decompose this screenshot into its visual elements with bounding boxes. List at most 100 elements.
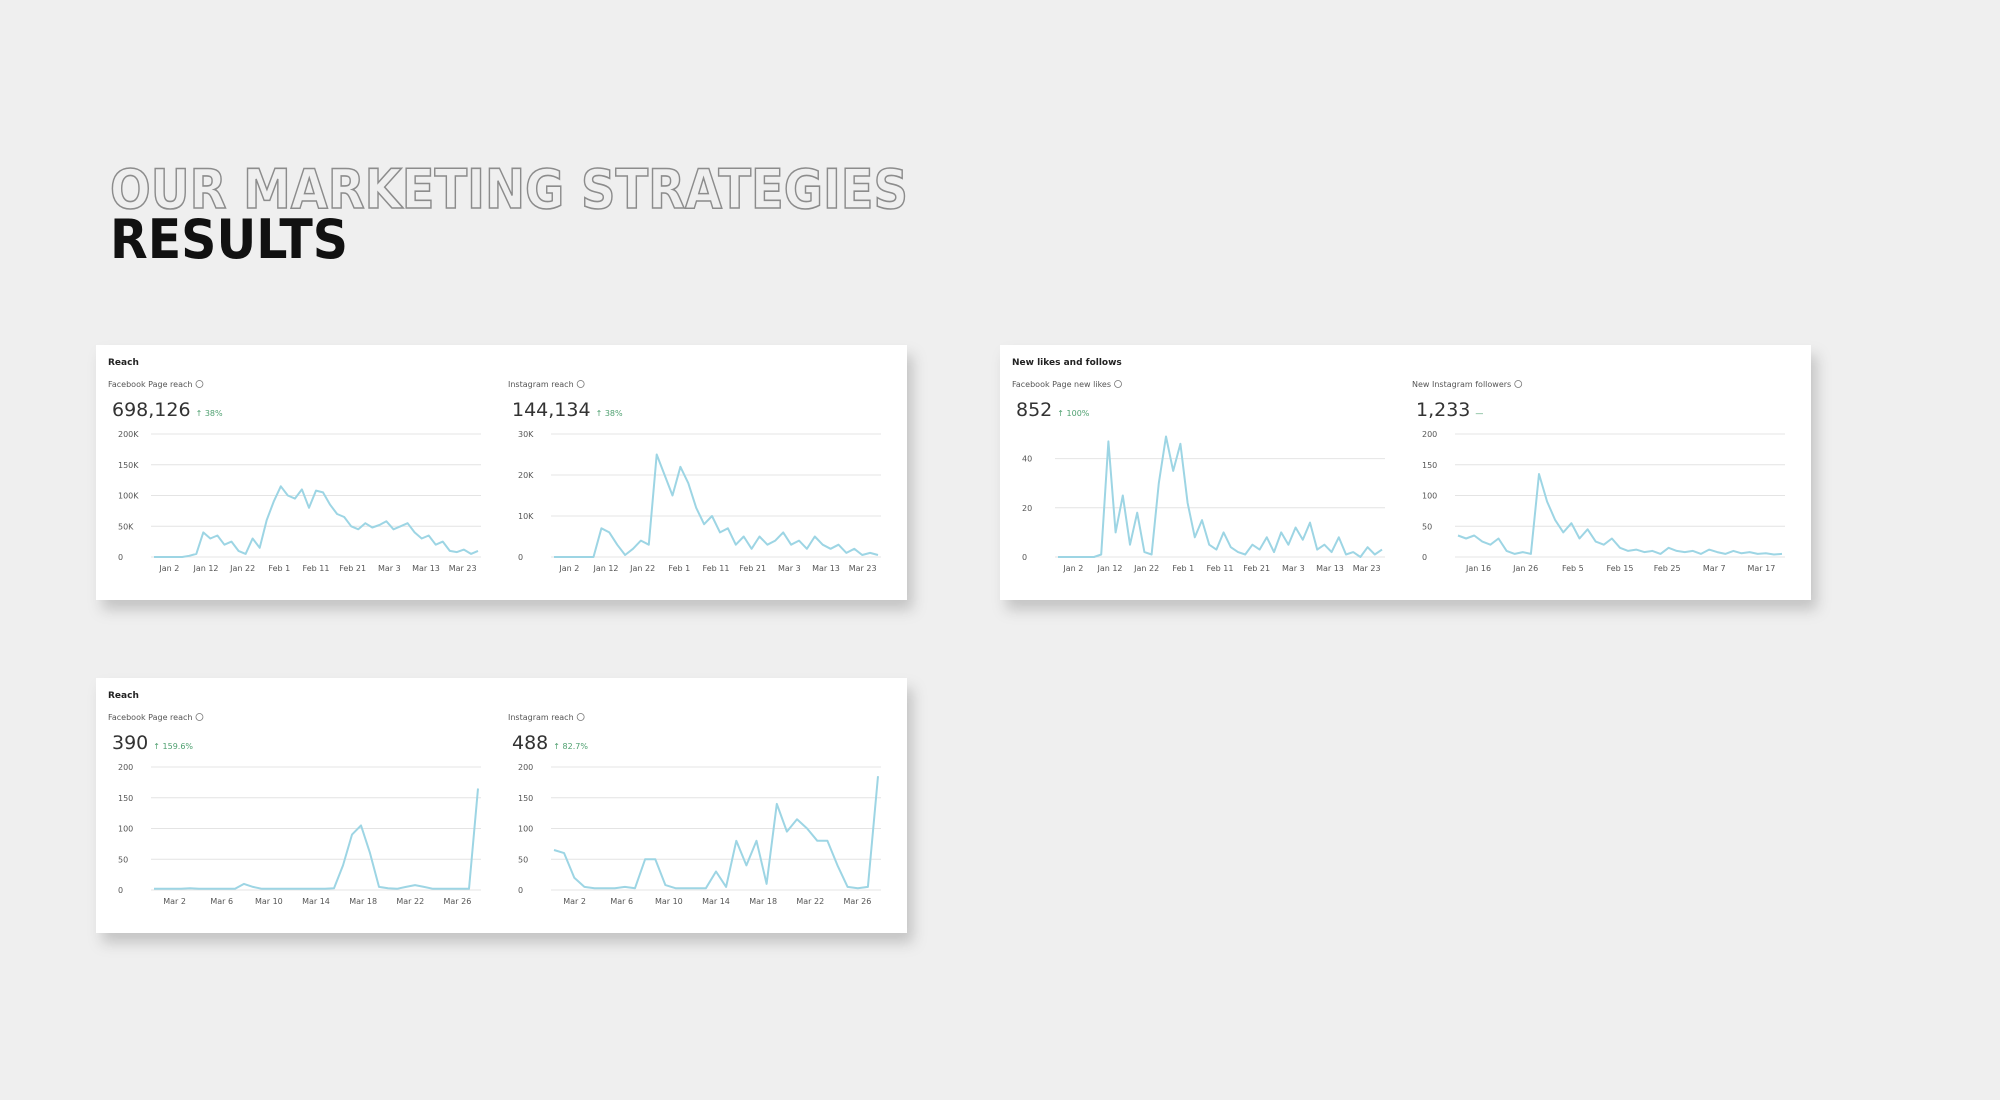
x-tick-label: Jan 12 — [592, 564, 618, 573]
x-tick-label: Mar 10 — [655, 897, 683, 906]
x-tick-label: Mar 18 — [749, 897, 777, 906]
data-line — [154, 485, 479, 558]
chart-total: 698,126 — [112, 399, 191, 421]
data-line — [154, 788, 479, 890]
chart-total: 1,233 — [1416, 399, 1470, 421]
x-tick-label: Mar 3 — [778, 564, 801, 573]
y-tick-label: 100 — [1422, 492, 1437, 501]
chart-change: ↑ 159.6% — [153, 742, 193, 751]
info-icon — [195, 713, 204, 721]
y-tick-label: 50 — [118, 855, 128, 864]
x-tick-label: Feb 1 — [668, 564, 690, 573]
x-tick-label: Jan 16 — [1465, 564, 1491, 573]
y-tick-label: 100K — [118, 492, 139, 501]
x-tick-label: Feb 11 — [303, 564, 330, 573]
x-tick-label: Mar 6 — [610, 897, 633, 906]
card-title: Reach — [108, 358, 139, 368]
x-tick-label: Feb 11 — [1207, 564, 1234, 573]
card — [96, 345, 907, 600]
chart-label: Facebook Page reach — [108, 713, 192, 722]
x-tick-label: Mar 22 — [396, 897, 424, 906]
x-tick-label: Mar 18 — [349, 897, 377, 906]
y-tick-label: 0 — [1022, 553, 1027, 562]
card-title: New likes and follows — [1012, 358, 1122, 368]
x-tick-label: Feb 1 — [1172, 564, 1194, 573]
x-tick-label: Mar 26 — [444, 897, 472, 906]
y-tick-label: 0 — [518, 553, 523, 562]
chart-change: ↑ 100% — [1057, 409, 1090, 418]
x-tick-label: Mar 3 — [1282, 564, 1305, 573]
x-tick-label: Jan 12 — [1096, 564, 1122, 573]
y-tick-label: 20 — [1022, 504, 1032, 513]
chart-change: ↑ 38% — [596, 409, 623, 418]
chart-total: 852 — [1016, 399, 1052, 421]
title: OUR MARKETING STRATEGIES — [110, 158, 908, 221]
chart-change: — — [1475, 409, 1483, 418]
info-icon — [195, 380, 204, 388]
x-tick-label: Feb 25 — [1654, 564, 1681, 573]
y-tick-label: 150K — [118, 461, 139, 470]
y-tick-label: 100 — [118, 825, 133, 834]
subtitle: RESULTS — [110, 208, 348, 271]
x-tick-label: Mar 14 — [302, 897, 330, 906]
y-tick-label: 0 — [1422, 553, 1427, 562]
y-tick-label: 100 — [518, 825, 533, 834]
y-tick-label: 50K — [118, 522, 134, 531]
y-tick-label: 150 — [1422, 461, 1437, 470]
x-tick-label: Mar 22 — [796, 897, 824, 906]
x-tick-label: Feb 21 — [739, 564, 766, 573]
x-tick-label: Mar 14 — [702, 897, 730, 906]
y-tick-label: 50 — [1422, 522, 1432, 531]
x-tick-label: Mar 2 — [563, 897, 586, 906]
chart-label: Facebook Page reach — [108, 380, 192, 389]
x-tick-label: Mar 13 — [812, 564, 840, 573]
x-tick-label: Feb 5 — [1562, 564, 1584, 573]
chart-change: ↑ 38% — [196, 409, 223, 418]
card — [96, 678, 907, 933]
x-tick-label: Mar 17 — [1748, 564, 1776, 573]
x-tick-label: Jan 12 — [192, 564, 218, 573]
x-tick-label: Feb 21 — [1243, 564, 1270, 573]
info-icon — [576, 380, 585, 388]
chart-label: Instagram reach — [508, 380, 574, 389]
x-tick-label: Jan 2 — [158, 564, 179, 573]
chart-total: 390 — [112, 732, 148, 754]
x-tick-label: Mar 23 — [849, 564, 877, 573]
y-tick-label: 0 — [118, 553, 123, 562]
chart-label: New Instagram followers — [1412, 380, 1511, 389]
chart-change: ↑ 82.7% — [553, 742, 588, 751]
x-tick-label: Jan 2 — [558, 564, 579, 573]
x-tick-label: Mar 10 — [255, 897, 283, 906]
chart-label: Facebook Page new likes — [1012, 380, 1111, 389]
y-tick-label: 200K — [118, 430, 139, 439]
x-tick-label: Mar 26 — [844, 897, 872, 906]
data-line — [1457, 473, 1783, 556]
x-tick-label: Feb 15 — [1607, 564, 1634, 573]
x-tick-label: Mar 23 — [449, 564, 477, 573]
x-tick-label: Mar 6 — [210, 897, 233, 906]
data-line — [553, 776, 879, 890]
x-tick-label: Mar 13 — [1316, 564, 1344, 573]
y-tick-label: 20K — [518, 471, 534, 480]
y-tick-label: 200 — [118, 763, 133, 772]
x-tick-label: Mar 2 — [163, 897, 186, 906]
y-tick-label: 150 — [118, 794, 133, 803]
x-tick-label: Jan 26 — [1512, 564, 1538, 573]
x-tick-label: Mar 13 — [412, 564, 440, 573]
y-tick-label: 30K — [518, 430, 534, 439]
data-line — [554, 453, 879, 558]
data-line — [1058, 435, 1383, 558]
info-icon — [1514, 380, 1523, 388]
x-tick-label: Mar 3 — [378, 564, 401, 573]
x-tick-label: Jan 22 — [229, 564, 255, 573]
x-tick-label: Feb 11 — [703, 564, 730, 573]
y-tick-label: 200 — [1422, 430, 1437, 439]
y-tick-label: 0 — [518, 886, 523, 895]
x-tick-label: Jan 22 — [1133, 564, 1159, 573]
chart-total: 488 — [512, 732, 548, 754]
y-tick-label: 0 — [118, 886, 123, 895]
y-tick-label: 40 — [1022, 455, 1032, 464]
chart-label: Instagram reach — [508, 713, 574, 722]
